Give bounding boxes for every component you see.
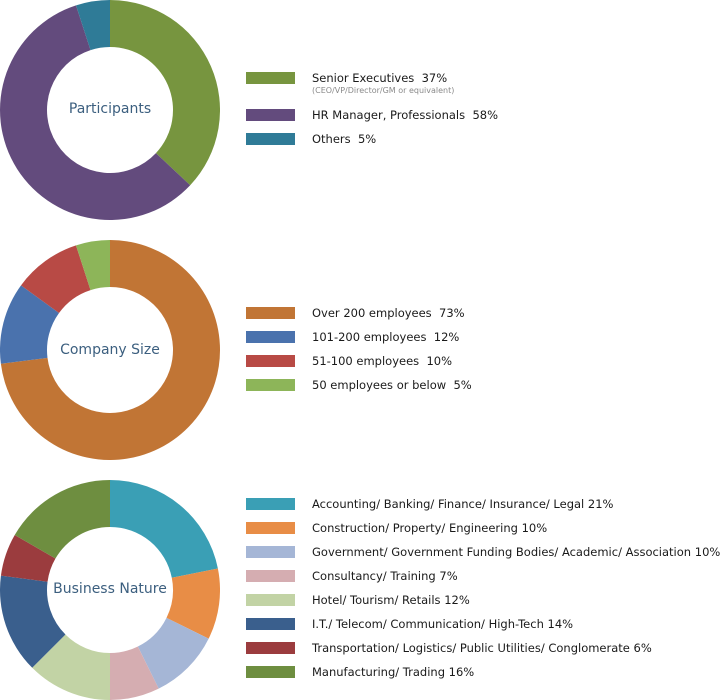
legend-label: HR Manager, Professionals 58% — [312, 108, 498, 122]
participants-donut-chart: Participants — [0, 0, 220, 220]
legend-label: 101-200 employees 12% — [312, 330, 459, 344]
legend-swatch — [246, 498, 295, 510]
company-size-chart-title: Company Size — [60, 342, 160, 358]
participants-slice-hr-manager-professionals — [0, 5, 191, 220]
legend-label-text: I.T./ Telecom/ Communication/ High-Tech — [312, 617, 544, 631]
company-size-slices — [0, 240, 220, 460]
legend-label-text: Over 200 employees — [312, 306, 432, 320]
legend-swatch — [246, 546, 295, 558]
legend-label: Over 200 employees 73% — [312, 306, 465, 320]
business-nature-donut-chart: Business Nature — [0, 480, 220, 700]
legend-percent: 21% — [587, 497, 614, 511]
legend-swatch — [246, 307, 295, 319]
legend-label-text: Hotel/ Tourism/ Retails — [312, 593, 441, 607]
legend-label-text: Government/ Government Funding Bodies/ A… — [312, 545, 692, 559]
legend-percent: 73% — [439, 306, 465, 320]
legend-swatch — [246, 618, 295, 630]
business-nature-slice-accounting-banking-finance-insurance-legal — [110, 480, 218, 578]
legend-label: Others 5% — [312, 132, 376, 146]
legend-swatch — [246, 72, 295, 84]
legend-swatch — [246, 642, 295, 654]
participants-chart-title: Participants — [69, 101, 151, 117]
legend-swatch — [246, 331, 295, 343]
legend-label: 50 employees or below 5% — [312, 378, 472, 392]
business-nature-slice-government-government-funding-bodies-academic-association — [137, 617, 209, 689]
legend-label-text: 51-100 employees — [312, 354, 420, 368]
business-nature-slice-transportation-logistics-public-utilities-conglomerate — [0, 535, 56, 582]
legend-percent: 14% — [547, 617, 574, 631]
legend-label-text: Manufacturing/ Trading — [312, 665, 445, 679]
legend-swatch — [246, 109, 295, 121]
legend-percent: 12% — [444, 593, 470, 607]
legend-label-text: Senior Executives — [312, 71, 415, 85]
legend-swatch — [246, 522, 295, 534]
legend-label: Consultancy/ Training 7% — [312, 569, 458, 583]
legend-label: Senior Executives 37% — [312, 71, 447, 85]
legend-percent: 10% — [694, 545, 721, 559]
legend-percent: 58% — [472, 108, 498, 122]
legend-label: Construction/ Property/ Engineering 10% — [312, 521, 547, 535]
legend-percent: 12% — [433, 330, 460, 344]
legend-label-text: Others — [312, 132, 351, 146]
business-nature-slice-i-t-telecom-communication-high-tech — [0, 575, 66, 668]
legend-swatch — [246, 379, 295, 391]
legend-percent: 37% — [421, 71, 448, 85]
legend-label: Manufacturing/ Trading 16% — [312, 665, 474, 679]
legend-swatch — [246, 666, 295, 678]
company-size-slice-over-200-employees — [0, 240, 220, 460]
business-nature-slice-manufacturing-trading — [14, 480, 110, 559]
business-nature-slice-hotel-tourism-retails — [32, 634, 110, 700]
legend-percent: 10% — [521, 521, 548, 535]
legend-note: (CEO/VP/Director/GM or equivalent) — [312, 86, 455, 95]
company-size-slice-50-employees-or-below — [76, 240, 110, 291]
legend-label-text: 50 employees or below — [312, 378, 447, 392]
legend-label: Government/ Government Funding Bodies/ A… — [312, 545, 720, 559]
business-nature-slice-construction-property-engineering — [166, 568, 220, 639]
legend-label: 51-100 employees 10% — [312, 354, 452, 368]
legend-swatch — [246, 594, 295, 606]
company-size-slice-101-200-employees — [0, 285, 60, 364]
legend-percent: 6% — [633, 641, 652, 655]
legend-percent: 7% — [439, 569, 458, 583]
business-nature-slices — [0, 480, 220, 700]
business-nature-chart-title: Business Nature — [53, 581, 167, 597]
legend-swatch — [246, 570, 295, 582]
legend-percent: 5% — [357, 132, 377, 146]
legend-label: Transportation/ Logistics/ Public Utilit… — [312, 641, 652, 655]
business-nature-slice-consultancy-training — [110, 646, 159, 700]
legend-percent: 16% — [448, 665, 475, 679]
legend-swatch — [246, 133, 295, 145]
legend-label-text: 101-200 employees — [312, 330, 427, 344]
legend-label-text: Accounting/ Banking/ Finance/ Insurance/… — [312, 497, 585, 511]
legend-label: Accounting/ Banking/ Finance/ Insurance/… — [312, 497, 613, 511]
legend-percent: 5% — [453, 378, 472, 392]
legend-label-text: Consultancy/ Training — [312, 569, 436, 583]
participants-slice-senior-executives — [110, 0, 220, 186]
legend-label-text: Construction/ Property/ Engineering — [312, 521, 518, 535]
legend-label: Hotel/ Tourism/ Retails 12% — [312, 593, 470, 607]
legend-label-text: Transportation/ Logistics/ Public Utilit… — [312, 641, 630, 655]
legend-percent: 10% — [426, 354, 453, 368]
participants-slices — [0, 0, 220, 220]
company-size-donut-chart: Company Size — [0, 240, 220, 460]
legend-swatch — [246, 355, 295, 367]
company-size-slice-51-100-employees — [21, 245, 91, 313]
participants-slice-others — [76, 0, 110, 51]
legend-label: I.T./ Telecom/ Communication/ High-Tech … — [312, 617, 573, 631]
legend-label-text: HR Manager, Professionals — [312, 108, 466, 122]
